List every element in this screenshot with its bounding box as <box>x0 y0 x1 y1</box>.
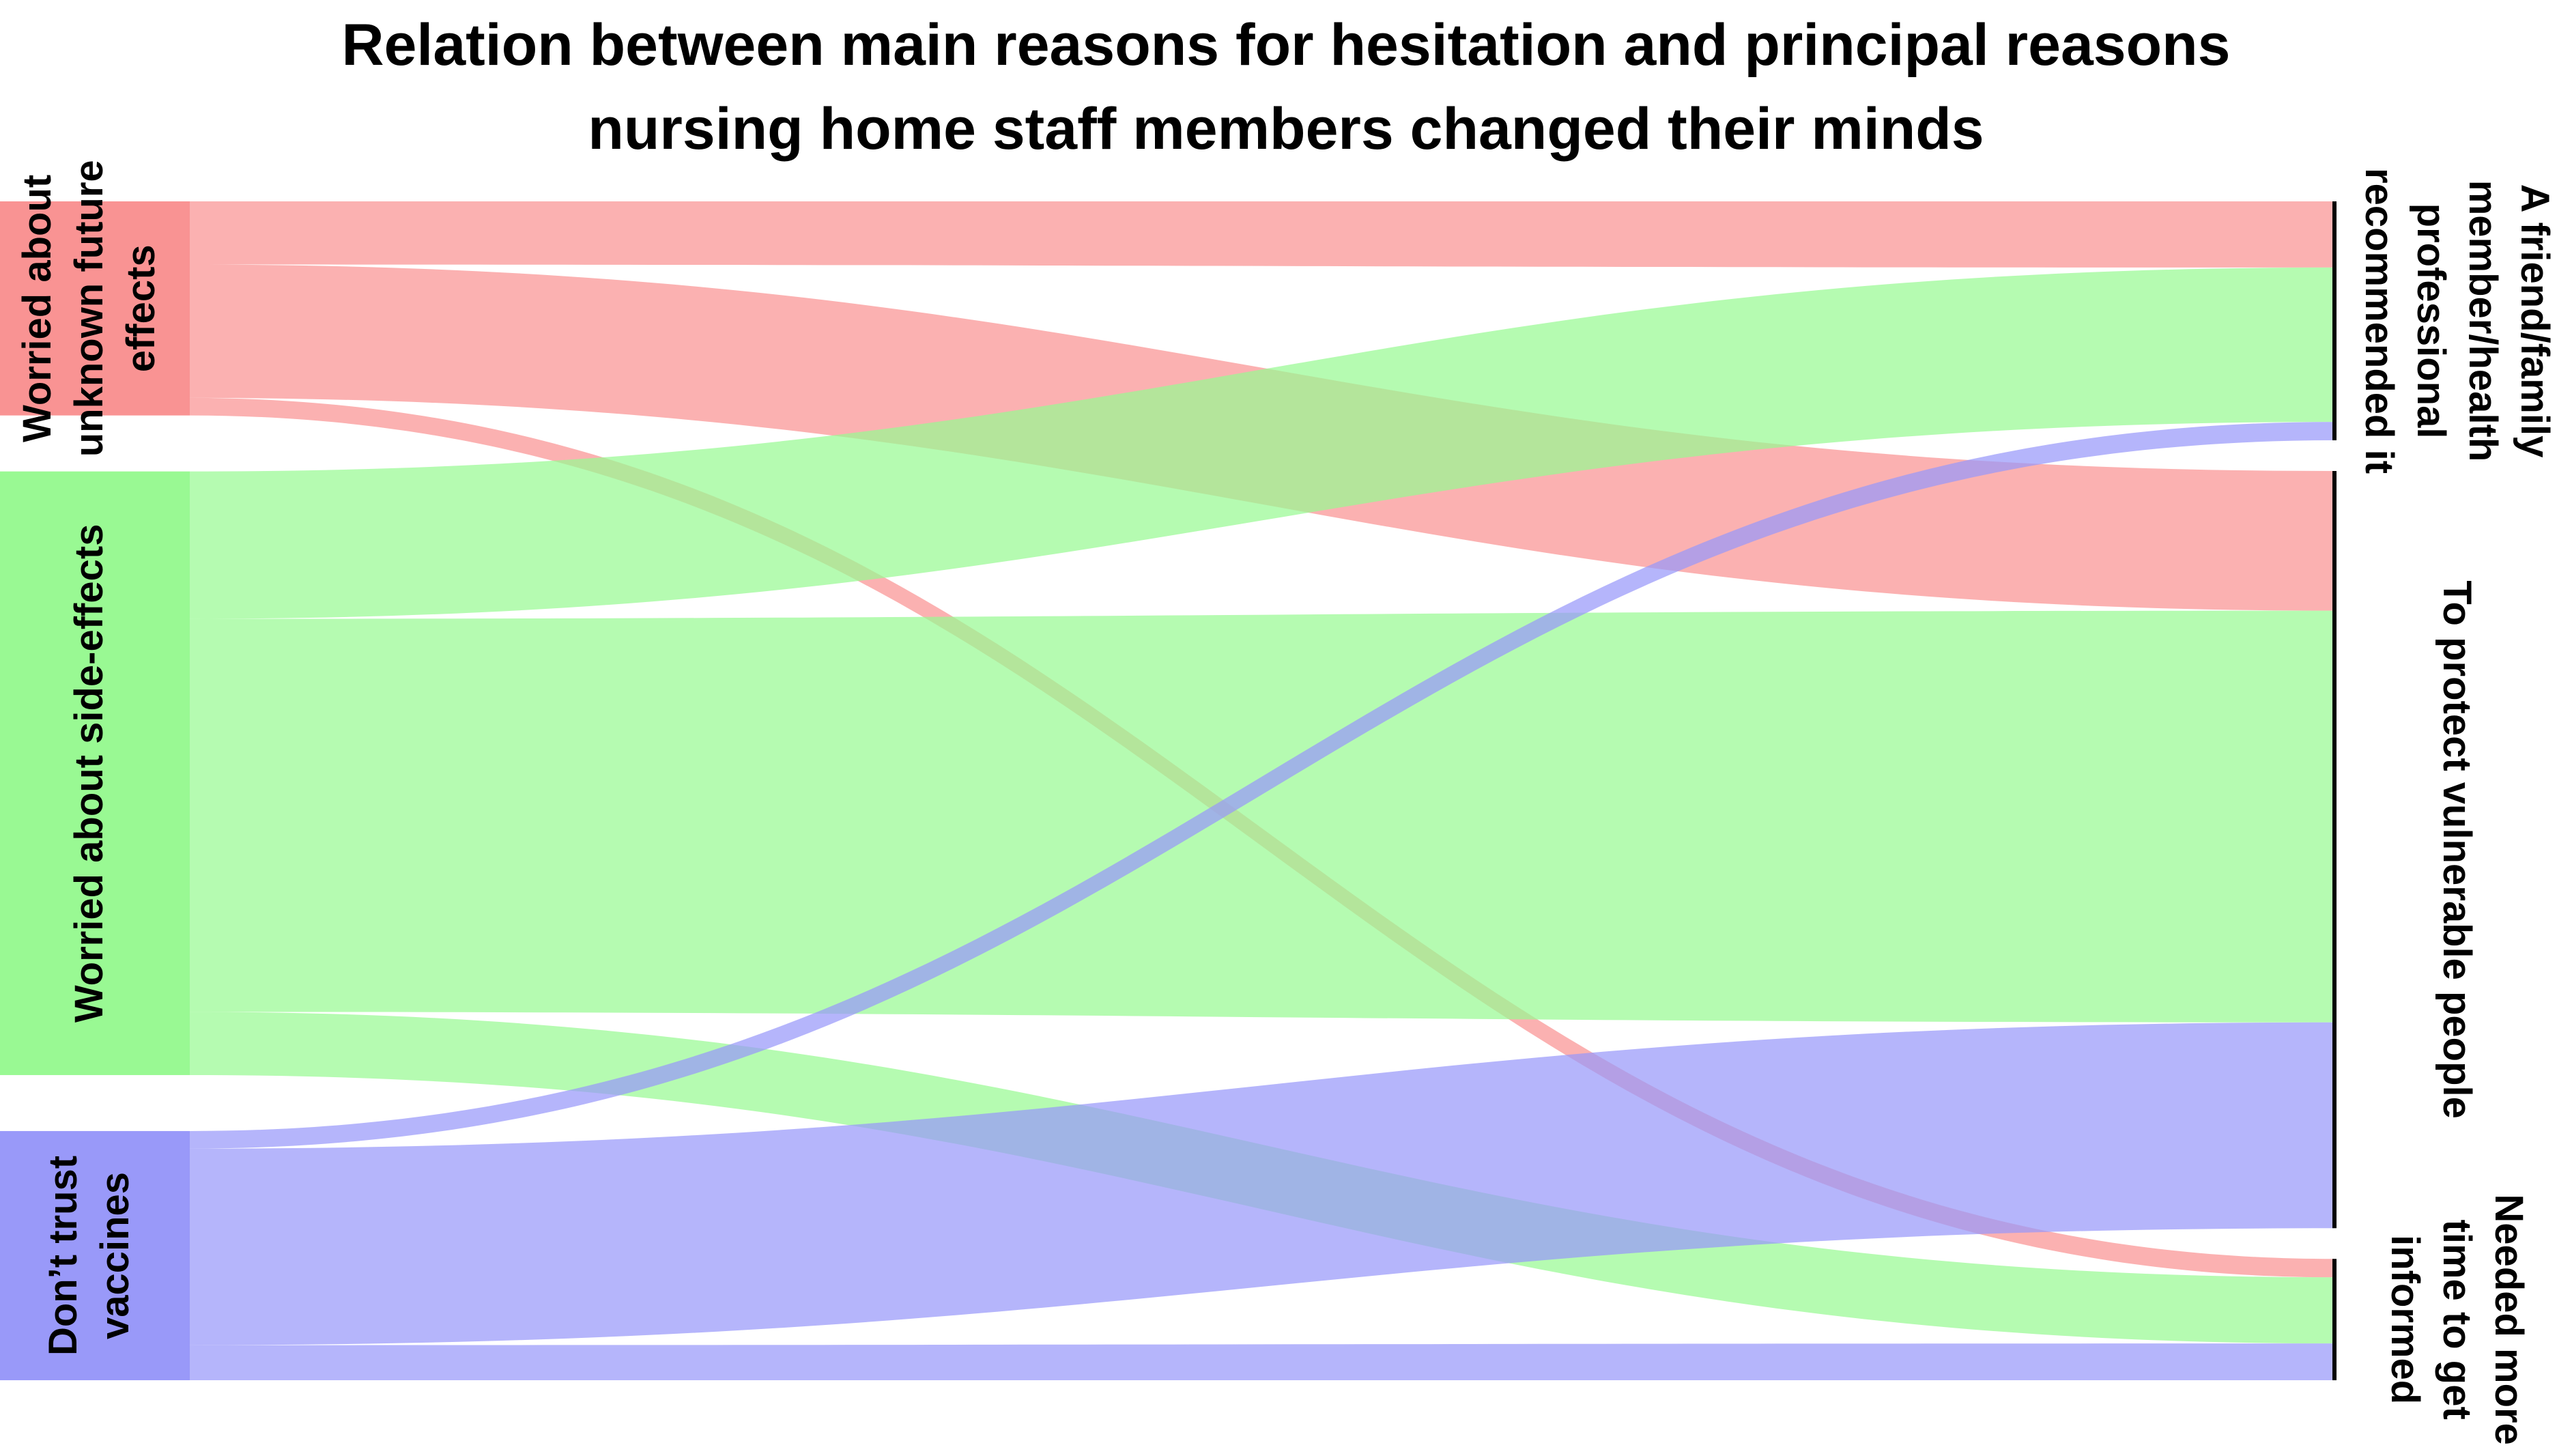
target-label-line: professional <box>2409 203 2453 439</box>
source-label-line: effects <box>119 244 163 372</box>
target-label-line: Needed more <box>2487 1194 2531 1444</box>
source-label-worried_side: Worried about side-effects <box>67 524 111 1023</box>
flow-worried_side-to-protect <box>190 610 2334 1023</box>
chart-title-line-2: nursing home staff members changed their… <box>588 96 1984 162</box>
source-node-dont_trust <box>0 1130 190 1380</box>
target-label-line: time to get <box>2435 1220 2479 1420</box>
flow-worried_side-to-friend_rec <box>190 267 2334 619</box>
node-labels-layer: Worried about unknown future effectsWorrie… <box>15 160 2557 1445</box>
source-node-worried_side <box>0 471 190 1075</box>
flow-dont_trust-to-friend_rec <box>190 422 2334 1149</box>
source-label-line: unknown future <box>67 160 111 457</box>
source-label-line: Worried about side-effects <box>67 524 111 1023</box>
node-bars-layer <box>0 201 2337 1380</box>
target-label-line: To protect vulnerable people <box>2435 580 2479 1119</box>
source-label-line: vaccines <box>93 1172 137 1339</box>
source-node-worried_future <box>0 201 190 416</box>
flow-dont_trust-to-protect <box>190 1022 2334 1345</box>
chart-title: Relation between main reasons for hesita… <box>342 12 2231 162</box>
target-label-line: member/health <box>2461 180 2505 462</box>
target-label-protect: To protect vulnerable people <box>2435 580 2479 1119</box>
target-label-line: informed <box>2383 1235 2427 1404</box>
source-label-worried_future: Worried about unknown future effects <box>15 160 163 457</box>
source-label-line: Don’t trust <box>41 1156 85 1356</box>
target-label-line: A friend/family <box>2513 184 2557 458</box>
flows-layer <box>190 201 2334 1380</box>
target-label-line: recommended it <box>2357 168 2401 474</box>
source-label-dont_trust: Don’t trust vaccines <box>41 1156 137 1356</box>
chart-title-line-1: Relation between main reasons for hesita… <box>342 12 2231 78</box>
source-label-line: Worried about <box>15 175 59 442</box>
target-label-friend_rec: A friend/familymember/healthprofessional… <box>2357 168 2557 474</box>
flow-dont_trust-to-more_time <box>190 1343 2334 1380</box>
flow-worried_future-to-friend_rec <box>190 201 2334 268</box>
